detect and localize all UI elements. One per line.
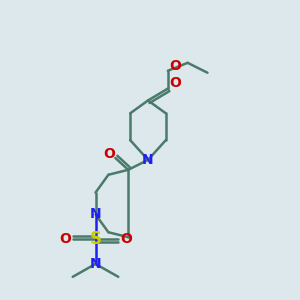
Text: N: N: [142, 153, 154, 167]
Text: N: N: [90, 207, 101, 221]
Text: N: N: [90, 257, 101, 271]
Text: O: O: [120, 232, 132, 246]
Text: O: O: [169, 59, 181, 73]
Text: O: O: [59, 232, 71, 246]
Text: O: O: [169, 76, 181, 90]
Text: O: O: [103, 147, 115, 161]
Text: S: S: [89, 230, 101, 248]
